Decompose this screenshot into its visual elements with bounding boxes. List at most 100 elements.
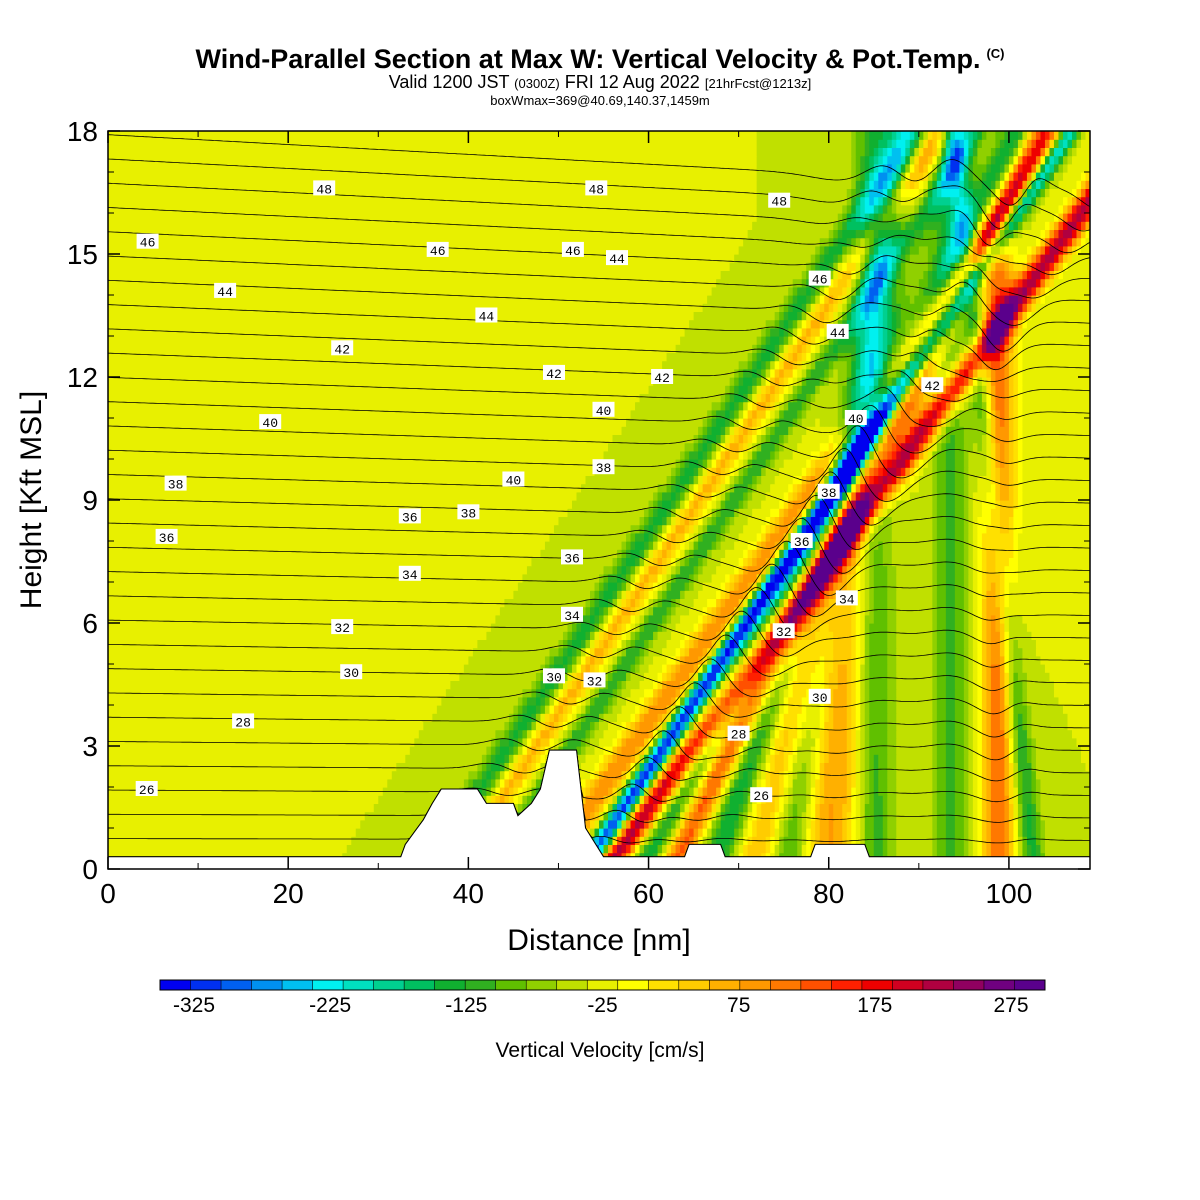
vv-cell [396,705,402,714]
vv-cell [117,746,123,755]
vv-cell [810,729,816,739]
vv-cell [346,762,352,772]
vv-cell [202,688,208,698]
vv-cell [815,737,821,747]
vv-cell [414,680,420,690]
vv-cell [833,770,839,780]
vv-cell [954,795,960,804]
vv-cell [972,828,978,837]
vv-cell [144,696,150,706]
vv-cell [905,836,911,845]
vv-cell [1013,737,1019,747]
vv-cell [355,778,361,788]
vv-cell [702,787,708,796]
vv-cell [261,778,267,788]
vv-cell [144,688,150,698]
vv-cell [373,795,379,804]
vv-cell [171,762,177,772]
vv-cell [508,787,515,796]
vv-cell [1058,803,1064,813]
vv-cell [1076,729,1082,739]
vv-cell [562,680,569,690]
vv-cell [396,746,402,755]
vv-cell [400,819,406,829]
vv-cell [869,762,875,772]
vv-cell [896,819,902,829]
vv-cell [486,713,492,722]
vv-cell [301,705,307,714]
vv-cell [378,795,384,804]
vv-cell [999,737,1006,747]
vv-cell [351,828,357,837]
vv-cell [468,770,474,780]
vv-cell [1022,705,1028,714]
vv-cell [927,696,933,706]
vv-cell [225,844,231,854]
vv-cell [220,828,226,837]
vv-cell [1026,811,1033,821]
vv-cell [774,811,780,821]
vv-cell [387,721,393,731]
vv-cell [725,844,731,854]
vv-cell [905,811,911,821]
vv-cell [576,762,582,772]
vv-cell [927,844,933,854]
vv-cell [1004,811,1010,821]
vv-cell [261,836,267,845]
vv-cell [157,688,163,698]
vv-cell [1031,688,1037,698]
vv-cell [121,754,127,763]
vv-cell [725,819,731,829]
vv-cell [1022,778,1028,788]
vv-cell [265,688,271,698]
vv-cell [535,680,542,690]
vv-cell [792,680,798,690]
vv-cell [171,844,177,854]
vv-cell [328,795,334,804]
vv-cell [130,819,136,829]
vv-cell [270,836,276,845]
vv-cell [828,721,834,731]
vv-cell [779,811,785,821]
vv-cell [468,721,474,731]
vv-cell [481,729,487,739]
vv-cell [360,729,366,739]
vv-cell [1013,770,1019,780]
vv-cell [1071,770,1078,780]
vv-cell [788,688,794,698]
vv-cell [135,696,141,706]
vv-cell [905,746,911,755]
vv-cell [995,811,1001,821]
vv-cell [288,778,294,788]
vv-cell [135,836,141,845]
vv-cell [1049,705,1055,714]
vv-cell [824,828,830,837]
vv-cell [576,721,582,731]
vv-cell [932,819,938,829]
vv-cell [157,787,163,796]
vv-cell [932,705,938,714]
vv-cell [148,819,154,829]
vv-cell [184,795,190,804]
vv-cell [157,680,163,690]
vv-cell [923,737,929,747]
vv-cell [1013,705,1019,714]
vv-cell [684,795,690,804]
vv-cell [436,746,442,755]
vv-cell [180,705,186,714]
vv-cell [544,696,551,706]
vv-cell [288,828,294,837]
vv-cell [418,803,424,813]
vv-cell [716,696,722,706]
vv-cell [779,680,785,690]
vv-cell [121,737,127,747]
vv-cell [851,688,857,698]
vv-cell [148,746,154,755]
vv-cell [220,778,226,788]
vv-cell [468,705,474,714]
vv-cell [716,721,722,731]
vv-cell [436,762,442,772]
vv-cell [1053,778,1060,788]
vv-cell [1031,713,1037,722]
vv-cell [927,680,933,690]
